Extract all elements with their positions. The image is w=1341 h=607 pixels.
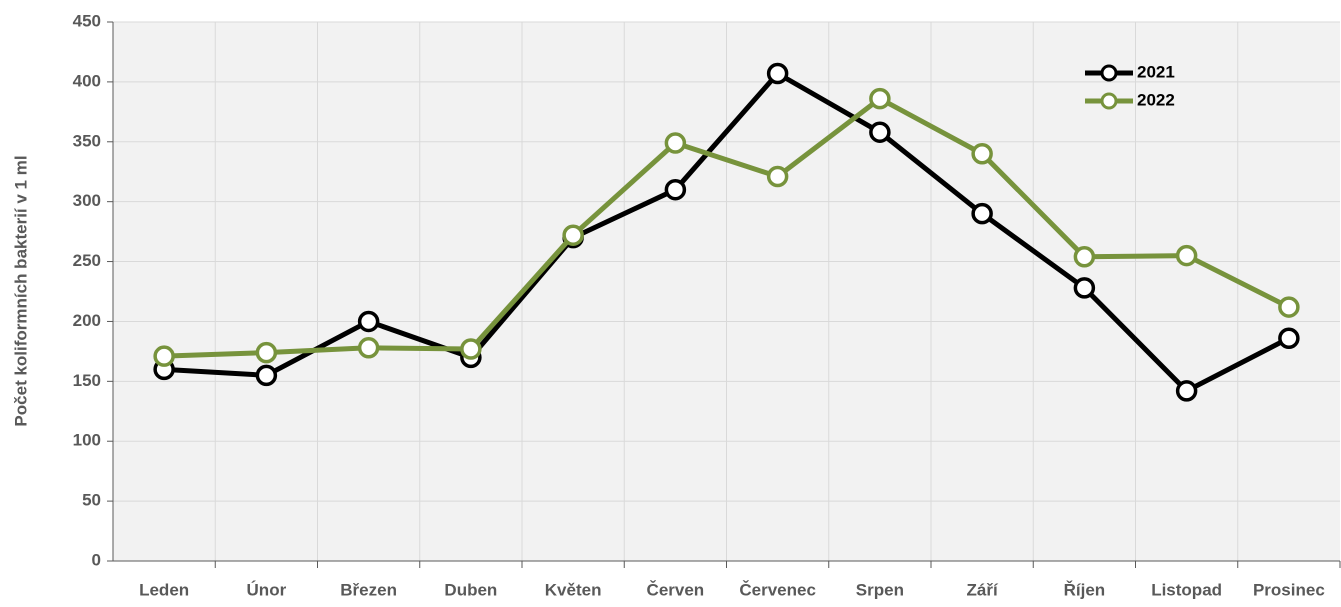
x-tick-label: Prosinec [1253,580,1325,599]
y-tick-label: 50 [82,491,101,510]
x-tick-label: Duben [444,580,497,599]
x-tick-label: Květen [545,580,602,599]
point [1278,327,1300,349]
y-tick-label: 100 [73,431,101,450]
point [357,310,380,333]
legend-label: 2022 [1137,90,1175,109]
y-tick-label: 150 [73,371,101,390]
point [1073,246,1096,268]
x-tick-label: Únor [247,580,287,599]
point [971,202,993,225]
y-tick-label: 300 [73,191,101,210]
point [1175,380,1198,402]
y-tick-label: 250 [73,251,101,270]
point [460,338,482,360]
point [357,337,380,359]
point [869,121,891,143]
point [1175,244,1198,267]
x-tick-label: Březen [340,580,397,599]
point [1073,277,1096,299]
x-tick-label: Říjen [1064,580,1106,599]
x-tick-label: Červenec [739,580,816,599]
x-tick-label: Listopad [1151,580,1222,599]
point [766,62,789,85]
y-tick-label: 0 [92,550,101,569]
point [664,132,687,154]
y-tick-label: 450 [73,11,101,30]
point [255,364,278,387]
series-line [164,96,1290,359]
x-tick-label: Srpen [856,580,904,599]
point [255,341,278,364]
x-tick-label: Září [967,580,999,599]
y-axis-label: Počet koliformních bakterií v 1 ml [11,155,30,426]
point [869,87,891,110]
y-tick-label: 350 [73,131,101,150]
x-tick-label: Červen [647,580,705,599]
y-tick-label: 200 [73,311,101,330]
point [1278,296,1300,318]
x-tick-label: Leden [139,580,189,599]
y-tick-label: 400 [73,71,101,90]
point [766,165,789,188]
legend-marker [1100,92,1118,110]
point [664,178,687,201]
legend-marker [1100,64,1118,82]
series-line [163,71,1291,394]
legend-label: 2021 [1137,62,1175,81]
point [562,224,584,246]
point [153,345,175,367]
point [971,143,993,165]
